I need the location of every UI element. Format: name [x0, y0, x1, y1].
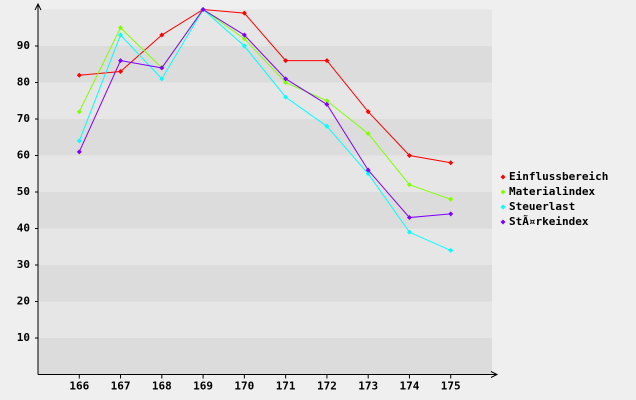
data-point: [406, 153, 412, 158]
data-point: [118, 32, 124, 38]
data-point: [365, 167, 371, 173]
x-tick-label: 168: [152, 380, 172, 393]
y-tick-label: 60: [17, 149, 30, 162]
data-point: [365, 131, 371, 137]
data-point: [283, 76, 289, 82]
series-line: [78, 8, 451, 200]
x-tick-label: 167: [111, 380, 131, 393]
data-point: [406, 182, 412, 188]
data-point: [118, 69, 124, 75]
data-point: [241, 43, 247, 49]
y-tick-label: 20: [17, 295, 30, 308]
data-point: [448, 196, 454, 202]
data-point: [118, 58, 124, 64]
x-axis-arrow: [490, 371, 499, 378]
data-point: [448, 160, 454, 166]
grid-band: [38, 228, 492, 265]
data-point: [324, 58, 330, 64]
y-tick-label: 90: [17, 39, 30, 52]
x-tick-label: 174: [400, 380, 420, 393]
grid-band: [38, 338, 492, 375]
data-point: [200, 7, 206, 12]
data-point: [365, 171, 371, 177]
x-tick-label: 170: [234, 380, 254, 393]
y-tick-label: 40: [17, 222, 30, 235]
series-line: [78, 8, 451, 251]
data-point: [159, 76, 165, 82]
data-point: [241, 32, 247, 38]
data-point: [159, 65, 165, 71]
y-tick-label: 70: [17, 112, 30, 125]
data-point: [76, 149, 82, 155]
data-point: [241, 10, 247, 16]
data-point: [448, 247, 454, 253]
legend-label: Einflussbereich: [509, 170, 608, 183]
grid-band: [38, 9, 492, 46]
legend-label: StÃ¤rkeindex: [509, 215, 589, 228]
y-tick-label: 30: [17, 258, 30, 271]
grid-band: [38, 155, 492, 192]
grid-band: [38, 82, 492, 119]
data-point: [76, 109, 82, 115]
data-point: [76, 138, 82, 144]
y-axis-arrow: [34, 2, 42, 11]
legend-marker: [500, 174, 506, 180]
x-tick-label: 169: [193, 380, 213, 393]
x-tick-label: 166: [69, 380, 89, 393]
series-line: [79, 8, 451, 164]
data-point: [283, 94, 289, 100]
data-point: [76, 72, 82, 78]
data-point: [365, 109, 371, 115]
legend-label: Steuerlast: [509, 200, 575, 213]
y-tick-label: 50: [17, 185, 30, 198]
legend-marker: [500, 189, 506, 195]
data-point: [406, 215, 412, 221]
data-point: [448, 211, 454, 217]
x-tick-label: 175: [441, 380, 461, 393]
series-line: [78, 8, 451, 219]
data-point: [159, 32, 165, 38]
grid-band: [38, 192, 492, 229]
legend-marker: [500, 204, 506, 210]
x-tick-label: 171: [276, 380, 296, 393]
grid-band: [38, 265, 492, 302]
legend-label: Materialindex: [509, 185, 595, 198]
y-tick-label: 10: [17, 331, 30, 344]
data-point: [283, 80, 289, 85]
data-point: [324, 101, 330, 107]
grid-band: [38, 46, 492, 83]
data-point: [241, 36, 247, 42]
data-point: [118, 25, 124, 31]
x-tick-label: 172: [317, 380, 337, 393]
legend-marker: [500, 219, 506, 225]
grid-band: [38, 119, 492, 156]
y-tick-label: 80: [17, 76, 30, 89]
data-point: [324, 123, 330, 129]
x-tick-label: 173: [358, 380, 378, 393]
data-point: [406, 229, 412, 235]
data-point: [283, 58, 289, 64]
grid-band: [38, 301, 492, 338]
data-point: [324, 98, 330, 104]
